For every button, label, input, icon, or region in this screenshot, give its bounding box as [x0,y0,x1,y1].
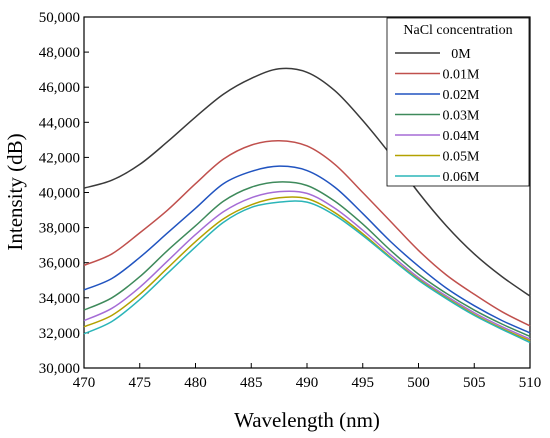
y-tick-label: 34,000 [39,291,80,307]
x-tick-label: 490 [296,375,319,391]
series-line [83,67,531,297]
x-tick-label: 480 [184,375,207,391]
legend: NaCl concentration 0M 0.01M 0.02M 0.03M 0.04… [386,17,530,187]
series-line [83,196,531,342]
x-tick-label: 510 [519,375,542,391]
series-line [83,200,531,344]
legend-label: 0.04M [443,129,481,144]
x-tick-label: 470 [73,375,96,391]
legend-label: 0M [451,47,471,62]
legend-label: 0.03M [443,109,481,124]
series-line [83,190,531,340]
series-line [83,165,531,334]
y-tick-label: 48,000 [39,45,80,61]
y-tick-label: 50,000 [39,10,80,26]
legend-label: 0.05M [443,150,481,165]
legend-label: 0.01M [443,68,481,83]
x-axis-ticks: 470 475 480 485 490 495 500 505 510 [73,363,542,391]
y-tick-label: 40,000 [39,186,80,202]
y-tick-label: 46,000 [39,80,80,96]
legend-label: 0.06M [443,170,481,185]
series-lines [83,67,531,344]
y-tick-label: 42,000 [39,150,80,166]
y-tick-label: 38,000 [39,221,80,237]
series-line [83,139,531,327]
x-tick-label: 485 [240,375,263,391]
series-line [83,181,531,338]
x-tick-label: 495 [352,375,375,391]
x-tick-label: 505 [463,375,486,391]
legend-label: 0.02M [443,88,481,103]
y-tick-label: 36,000 [39,256,80,272]
y-axis-ticks: 30,000 32,000 34,000 36,000 38,000 40,000 42,0… [39,10,89,377]
x-axis-label: Wavelength (nm) [234,408,380,432]
y-tick-label: 30,000 [39,361,80,377]
y-tick-label: 44,000 [39,115,80,131]
legend-title: NaCl concentration [403,23,512,38]
y-axis-label: Intensity (dB) [3,133,27,250]
x-tick-label: 475 [129,375,152,391]
y-tick-label: 32,000 [39,326,80,342]
x-tick-label: 500 [407,375,430,391]
